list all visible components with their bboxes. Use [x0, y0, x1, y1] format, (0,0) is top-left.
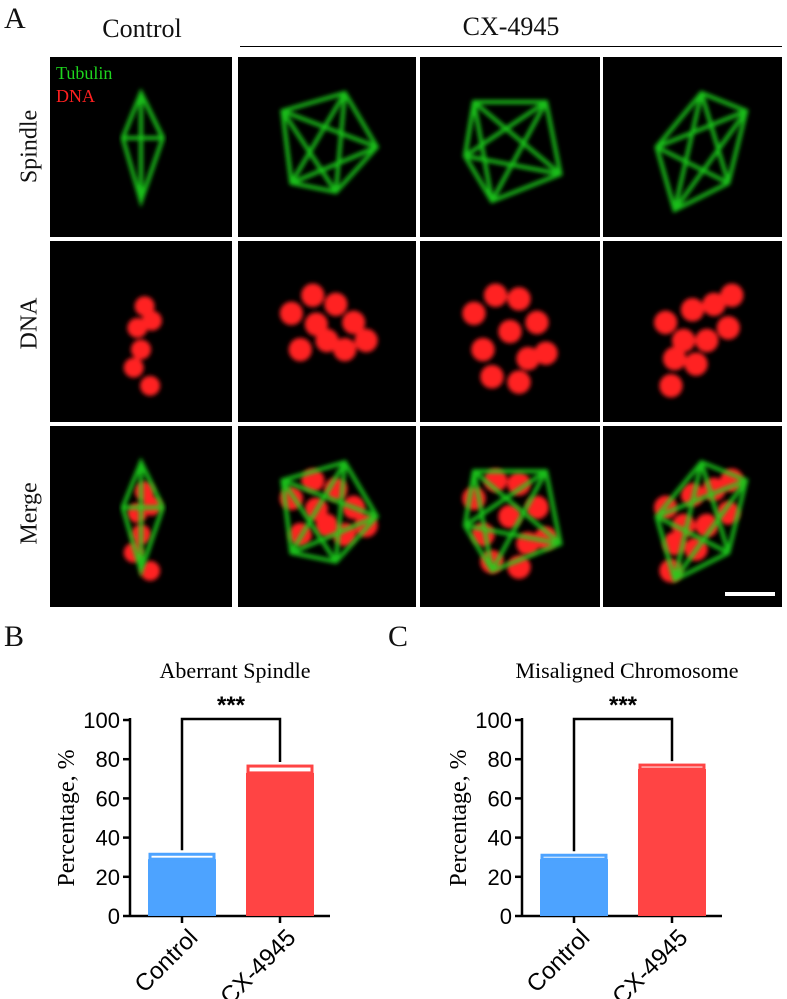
panel-label-b: B — [4, 620, 25, 653]
error-bar-0 — [540, 853, 608, 861]
significance-bracket — [180, 717, 282, 851]
micrograph-merge-0 — [50, 426, 232, 607]
y-axis-label: Percentage, % — [54, 749, 80, 886]
bar-chart-aberrant-spindle: Aberrant Spindle Percentage, % 0 20 40 60 80 10… — [0, 640, 390, 999]
legend-dna: DNA — [56, 86, 95, 106]
micrograph-dna-1 — [238, 241, 416, 422]
y-tick-label: 0 — [500, 904, 512, 929]
category-label-0: Control — [130, 924, 204, 998]
micrograph-dna-2 — [420, 241, 600, 422]
micrograph-merge-2 — [420, 426, 600, 607]
significance-label: *** — [217, 692, 246, 719]
y-tick-label: 40 — [488, 826, 512, 851]
panel-label-c: C — [388, 620, 409, 653]
error-bar-0 — [148, 852, 216, 861]
bar-0 — [540, 859, 608, 916]
bar-1 — [246, 772, 314, 916]
bar-chart-misaligned-chromosome: Misaligned Chromosome Percentage, % 0 20 40 6… — [392, 640, 787, 999]
micrograph-spindle-3 — [603, 57, 782, 237]
y-tick-label: 80 — [96, 747, 120, 772]
y-tick-label: 20 — [488, 865, 512, 890]
category-label-0: Control — [522, 924, 596, 998]
y-tick-label: 80 — [488, 747, 512, 772]
y-tick-label: 60 — [96, 786, 120, 811]
y-tick-label: 100 — [83, 708, 120, 733]
y-tick-label: 20 — [96, 865, 120, 890]
significance-label: *** — [609, 692, 638, 719]
row-label-merge: Merge — [16, 482, 43, 545]
chart-title: Aberrant Spindle — [160, 658, 311, 683]
error-bar-1 — [246, 764, 314, 775]
y-tick-label: 0 — [108, 904, 120, 929]
micrograph-spindle-1 — [238, 57, 416, 237]
significance-bracket — [572, 717, 674, 852]
error-bar-1 — [638, 763, 706, 771]
row-label-dna: DNA — [16, 297, 43, 350]
micrograph-dna-3 — [603, 241, 782, 422]
bar-1 — [638, 769, 706, 916]
column-header-treatment: CX-4945 — [462, 12, 560, 41]
y-tick-label: 60 — [488, 786, 512, 811]
panel-label-a: A — [4, 2, 26, 35]
legend-tubulin: Tubulin — [56, 63, 113, 83]
micrograph-merge-1 — [238, 426, 416, 607]
category-label-1: CX-4945 — [215, 924, 301, 999]
micrograph-dna-0 — [50, 241, 232, 422]
y-tick-label: 40 — [96, 826, 120, 851]
scale-bar — [725, 592, 775, 596]
micrograph-merge-3 — [603, 426, 782, 607]
y-axis-label: Percentage, % — [446, 749, 472, 886]
y-tick-label: 100 — [475, 708, 512, 733]
bar-0 — [148, 859, 216, 916]
micrograph-spindle-2 — [420, 57, 600, 237]
row-label-spindle: Spindle — [16, 109, 43, 184]
chart-title: Misaligned Chromosome — [515, 658, 738, 683]
column-header-control: Control — [102, 14, 182, 43]
treatment-group-line — [240, 46, 782, 47]
category-label-1: CX-4945 — [607, 924, 693, 999]
micrograph-spindle-0 — [50, 57, 232, 237]
